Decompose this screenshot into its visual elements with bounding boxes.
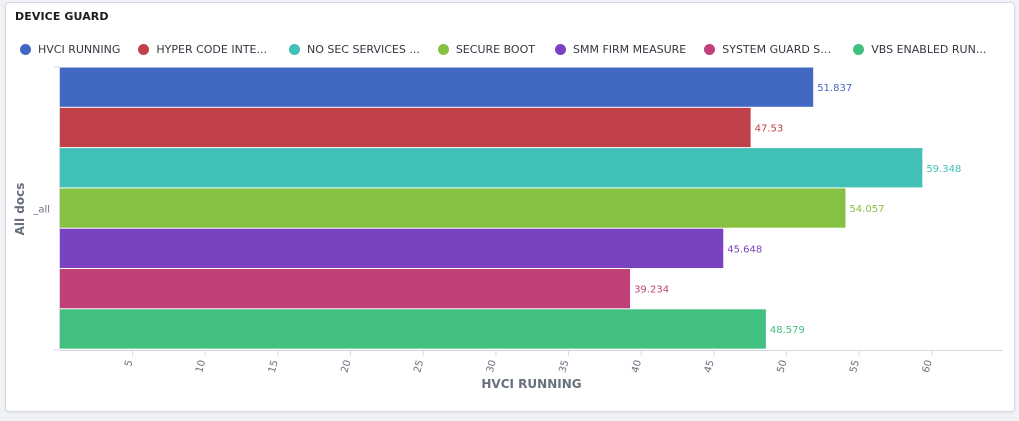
x-tick-label: 30 xyxy=(485,359,499,374)
chart-legend: HVCI RUNNING HYPER CODE INTE... NO SEC SER… xyxy=(20,40,986,58)
bar-6 xyxy=(60,269,631,309)
bar-value-label: 48.579 xyxy=(770,325,805,336)
legend-item[interactable]: SECURE BOOT xyxy=(437,43,535,56)
legend-color-dot xyxy=(138,43,150,55)
x-tick-label: 15 xyxy=(267,359,281,374)
x-tick-label: 10 xyxy=(194,359,208,374)
legend-color-dot xyxy=(437,43,449,55)
y-category-label: _all xyxy=(32,205,50,216)
bar-7 xyxy=(60,309,766,349)
legend-item[interactable]: NO SEC SERVICES ... xyxy=(288,43,420,56)
legend-item[interactable]: VBS ENABLED RUN... xyxy=(853,43,986,56)
bar-value-label: 51.837 xyxy=(817,83,852,94)
x-tick-label: 35 xyxy=(558,359,572,374)
legend-color-dot xyxy=(704,43,716,55)
legend-item[interactable]: SMM FIRM MEASURE xyxy=(554,43,686,56)
x-tick-label: 25 xyxy=(412,359,426,374)
bar-value-label: 47.53 xyxy=(755,123,784,134)
legend-item[interactable]: SYSTEM GUARD SE... xyxy=(704,43,836,56)
x-axis-title: HVCI RUNNING xyxy=(481,377,581,391)
legend-color-dot xyxy=(20,43,31,55)
bar-value-label: 45.648 xyxy=(727,244,762,255)
legend-item[interactable]: HVCI RUNNING xyxy=(20,43,120,56)
x-tick-label: 40 xyxy=(630,359,644,374)
x-tick-label: 55 xyxy=(848,359,862,374)
bar-2 xyxy=(60,107,751,148)
x-tick-label: 45 xyxy=(703,359,717,374)
bar-5 xyxy=(60,228,724,268)
x-tick-label: 20 xyxy=(340,359,354,374)
bar-value-label: 59.348 xyxy=(926,164,961,175)
x-tick-label: 5 xyxy=(123,359,135,368)
bar-value-label: 54.057 xyxy=(849,204,884,215)
legend-color-dot xyxy=(554,43,566,55)
bar-3 xyxy=(60,148,923,188)
legend-item[interactable]: HYPER CODE INTE... xyxy=(138,43,267,56)
bar-1 xyxy=(60,67,814,107)
x-tick-label: 60 xyxy=(921,359,935,374)
bar-4 xyxy=(60,188,846,228)
y-axis-title: All docs xyxy=(13,183,27,236)
bar-value-label: 39.234 xyxy=(634,285,669,296)
x-tick-label: 50 xyxy=(775,359,789,374)
panel-title: DEVICE GUARD xyxy=(15,10,109,23)
legend-color-dot xyxy=(288,43,300,55)
legend-color-dot xyxy=(853,43,865,55)
